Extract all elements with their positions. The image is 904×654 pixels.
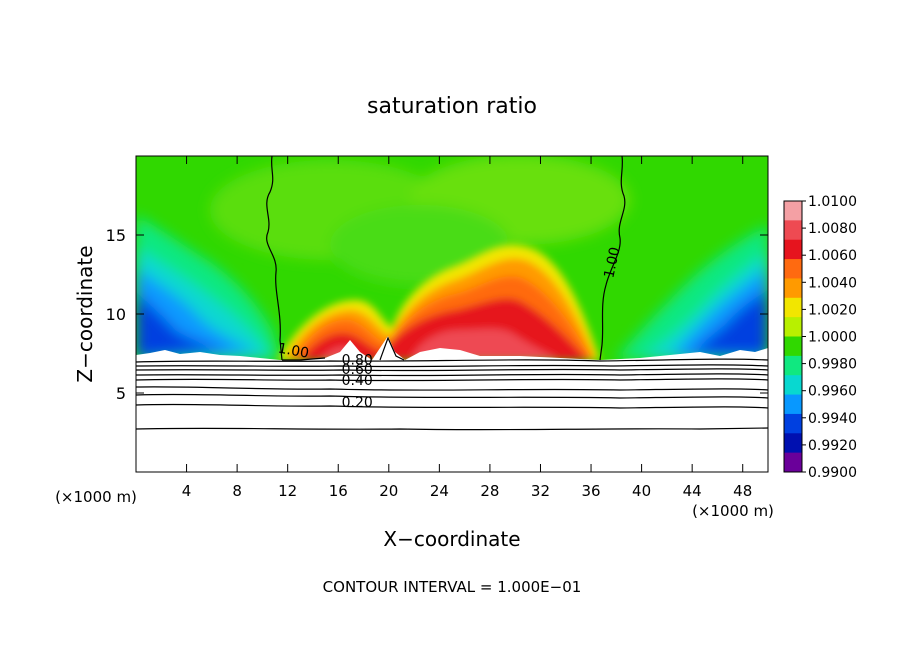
contour-label-1: 1.00 [277,341,310,362]
contour-label-2: 0.80 [342,353,373,369]
y-tick-label-15: 15 [106,226,126,245]
contour-label-3: 0.60 [342,362,373,378]
contour-label-5: 0.20 [342,395,373,411]
contour-label-0: 1.00 [601,246,623,280]
colorbar-label-7: 0.9960 [808,384,857,400]
x-tick-label-8: 8 [232,482,242,500]
x-tick-label-24: 24 [430,482,449,500]
colorbar-label-2: 1.0060 [808,248,857,264]
colorbar-label-0: 1.0100 [808,194,857,210]
colorbar-label-4: 1.0020 [808,302,857,318]
colorbar-swatch-10 [784,394,802,415]
x-tick-label-40: 40 [632,482,651,500]
colorbar-swatch-13 [784,452,802,473]
contour-0.30 [136,393,768,399]
x-tick-label-28: 28 [480,482,499,500]
x-tick-label-20: 20 [379,482,398,500]
contour-1.00-left [266,156,283,361]
colorbar-swatch-6 [784,317,802,337]
contour-1.00-bump [379,336,405,361]
contour-0.80 [136,364,768,368]
contour-0.40 [136,386,768,391]
colorbar-swatch-3 [784,259,802,279]
x-tick-label-36: 36 [581,482,600,500]
x-tick-label-44: 44 [683,482,702,500]
colorbar-swatch-11 [784,413,802,434]
contour-labels: 1.00 1.00 0.800.600.40 0.20 [277,246,624,412]
colorbar-label-6: 0.9980 [808,357,857,373]
y-tick-label-5: 5 [116,384,126,403]
colorbar-label-9: 0.9920 [808,438,857,454]
colorbar-label-1: 1.0080 [808,221,857,237]
x-tick-label-16: 16 [329,482,348,500]
contour-0.50 [136,378,768,382]
contour-1.00-base [282,357,326,361]
colorbar-swatch-7 [784,336,802,357]
colorbar-swatch-9 [784,375,802,396]
plot-area: 1.00 1.00 0.800.600.40 0.20 [136,156,768,472]
contour-interval-note: CONTOUR INTERVAL = 1.000E−01 [323,578,582,596]
contour-0.20 [136,403,768,409]
x-axis-label: X−coordinate [383,527,520,551]
x-unit-left: (×1000 m) [55,488,137,506]
colorbar-swatch-4 [784,278,802,299]
colorbar-swatch-8 [784,355,802,376]
field-lower-region [136,336,768,472]
contour-0.90 [136,358,768,363]
contour-0.60 [136,373,768,377]
x-tick-label-4: 4 [182,482,192,500]
x-tick-label-48: 48 [733,482,752,500]
contour-0.10 [136,427,768,431]
colorbar-label-3: 1.0040 [808,275,857,291]
colorbar-label-10: 0.9900 [808,465,857,481]
x-unit-right: (×1000 m) [692,502,774,520]
colorbar-label-5: 1.0000 [808,330,857,346]
colorbar-swatch-2 [784,239,802,260]
field-shading [136,156,768,360]
x-axis: 4 8 12 16 20 24 28 32 36 40 44 48 [182,156,752,500]
x-tick-label-32: 32 [531,482,550,500]
contour-label-4: 0.40 [342,373,373,389]
contour-0.70 [136,368,768,372]
colorbar-swatch-0 [784,201,802,221]
colorbar-swatch-5 [784,297,802,318]
y-tick-label-10: 10 [106,305,126,324]
contour-1.00-right [599,156,626,361]
colorbar-swatch-12 [784,433,802,454]
chart-title: saturation ratio [367,94,537,119]
contour-lines [136,156,768,431]
colorbar-swatch-1 [784,220,802,241]
x-tick-label-12: 12 [278,482,297,500]
colorbar-label-8: 0.9940 [808,411,857,427]
colorbar: 1.0100 1.0080 1.0060 1.0040 1.0020 1.0000 0.99… [783,194,857,481]
y-axis: 5 10 15 [106,226,768,403]
y-axis-label: Z−coordinate [73,245,97,382]
